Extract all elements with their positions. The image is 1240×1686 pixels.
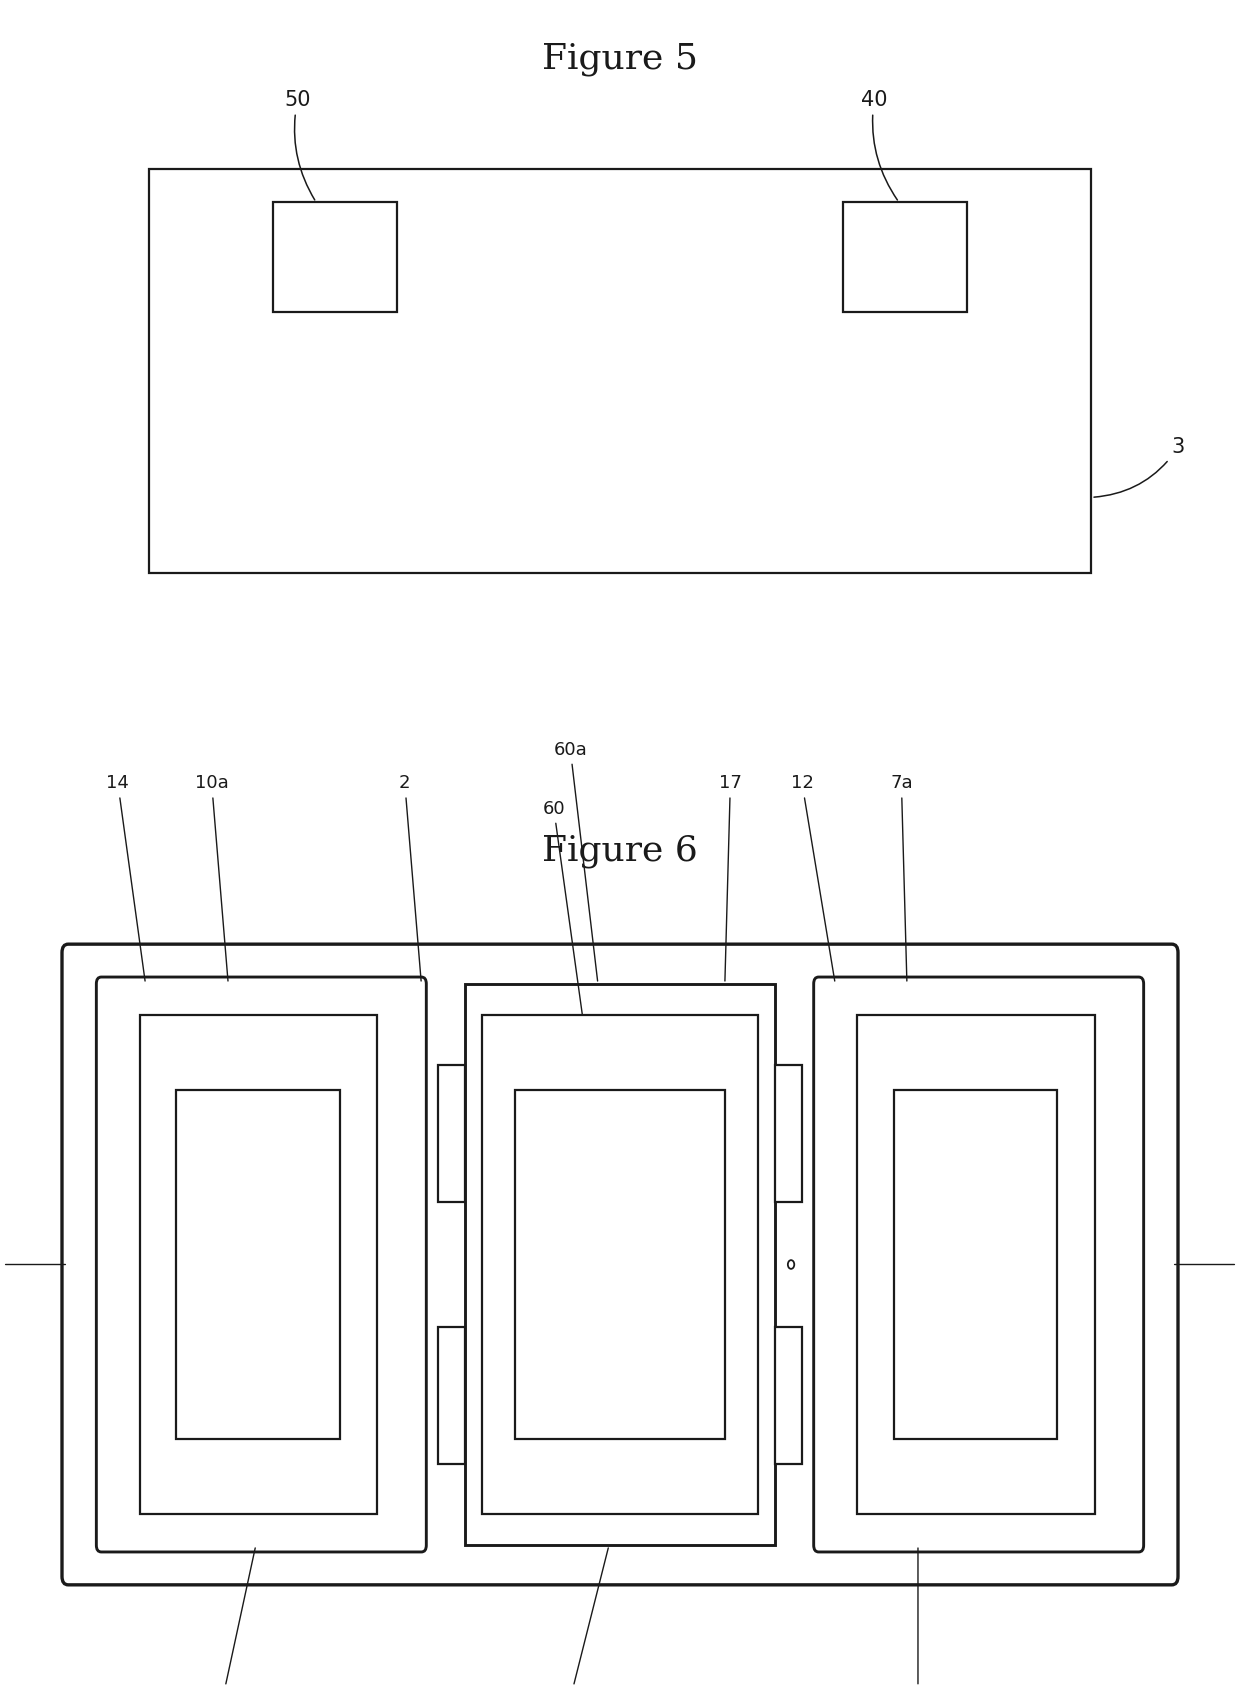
Bar — [775, 1066, 802, 1202]
Text: 50: 50 — [284, 89, 315, 201]
Text: 60a: 60a — [553, 740, 598, 981]
Text: 10a: 10a — [195, 774, 228, 981]
Bar — [894, 1089, 1056, 1440]
Text: 60: 60 — [542, 799, 598, 1125]
Text: 14b: 14b — [0, 1256, 66, 1273]
Text: 2: 2 — [399, 774, 422, 981]
Bar — [465, 983, 775, 1544]
Text: 14a: 14a — [206, 1548, 255, 1686]
Text: Figure 5: Figure 5 — [542, 42, 698, 76]
Text: 12b: 12b — [1174, 1256, 1240, 1273]
Bar — [273, 202, 397, 312]
Bar — [515, 1089, 725, 1440]
Text: 12a: 12a — [901, 1548, 935, 1686]
Bar — [176, 1089, 340, 1440]
Text: Figure 6: Figure 6 — [542, 835, 698, 868]
Text: 17: 17 — [719, 774, 742, 981]
Text: 60b: 60b — [553, 1548, 609, 1686]
Bar — [438, 1327, 465, 1463]
FancyBboxPatch shape — [813, 976, 1143, 1551]
Bar — [140, 1015, 377, 1514]
Text: 40: 40 — [861, 89, 898, 201]
FancyBboxPatch shape — [97, 976, 427, 1551]
FancyBboxPatch shape — [62, 944, 1178, 1585]
Text: 3: 3 — [1094, 437, 1185, 497]
Text: 12: 12 — [791, 774, 835, 981]
Circle shape — [787, 1259, 795, 1270]
Bar — [149, 169, 1091, 573]
Bar — [857, 1015, 1095, 1514]
Bar — [438, 1066, 465, 1202]
Text: 14: 14 — [107, 774, 145, 981]
Bar — [775, 1327, 802, 1463]
Bar — [843, 202, 967, 312]
Text: 7a: 7a — [890, 774, 913, 981]
Bar — [482, 1015, 758, 1514]
